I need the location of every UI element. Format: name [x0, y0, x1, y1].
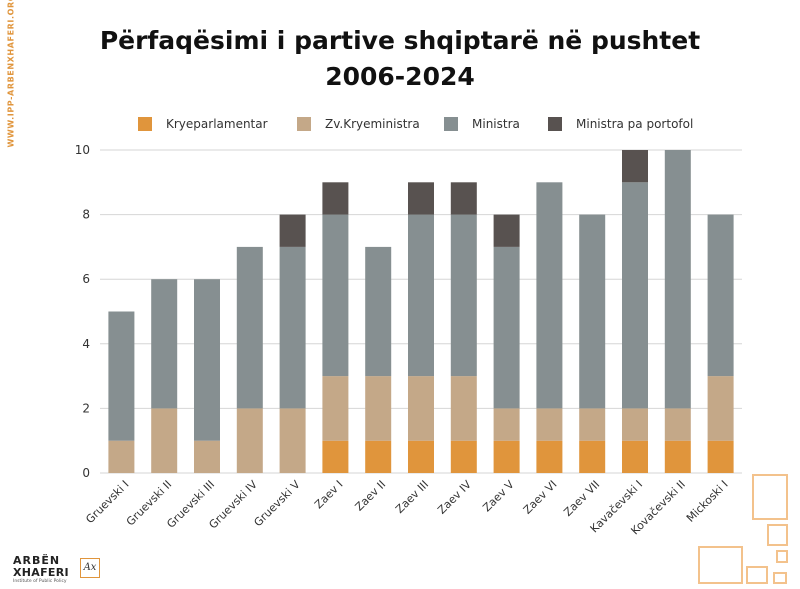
bar-segment-zvkryeministra [493, 408, 520, 441]
bar-segment-kryeparlamentar [493, 440, 520, 473]
y-tick-label: 0 [82, 466, 90, 480]
legend-label-ministra-pa-portofol: Ministra pa portofol [576, 117, 694, 131]
x-tick-label: Zaev II [353, 478, 389, 514]
bar-segment-ministra [536, 182, 563, 409]
bar-segment-zvkryeministra [194, 440, 220, 473]
bar-segment-zvkryeministra [365, 376, 392, 441]
decorative-square-icon [776, 550, 788, 563]
logo-text-middle: XHAFERI [13, 566, 69, 579]
bar-segment-ministra [279, 246, 306, 409]
institute-logo: ARBËN XHAFERI Institute of Public Policy… [13, 554, 105, 586]
bar-segment-zvkryeministra [236, 408, 263, 473]
bar-segment-zvkryeministra [279, 408, 306, 473]
y-tick-label: 6 [82, 272, 90, 286]
bar-segment-zvkryeministra [622, 408, 648, 441]
x-tick-label: Zaev V [480, 478, 517, 515]
x-tick-label: Gruevski V [251, 478, 303, 530]
x-tick-label: Zaev VI [521, 478, 560, 517]
legend-item-ministra: Ministra [444, 116, 520, 132]
legend-swatch-ministra [444, 117, 458, 131]
bar-segment-ministra [450, 214, 477, 377]
bar-segment-ministra [236, 246, 263, 409]
bar-segment-zvkryeministra [579, 408, 606, 441]
legend-label-kryeparlamentar: Kryeparlamentar [166, 117, 268, 131]
bar-segment-ministra [707, 214, 734, 377]
y-tick-label: 8 [82, 208, 90, 222]
legend-swatch-ministra-pa-portofol [548, 117, 562, 131]
x-tick-label: Zaev IV [435, 478, 474, 517]
chart-legend: Kryeparlamentar Zv.Kryeministra Ministra… [0, 116, 800, 132]
bar-segment-zvkryeministra [151, 408, 178, 473]
bar-segment-ministra [579, 214, 606, 409]
chart-title-years: 2006-2024 [325, 62, 475, 91]
bar-segment-kryeparlamentar [365, 440, 392, 473]
decorative-square-icon [698, 546, 743, 584]
bar-segment-zvkryeministra [707, 376, 734, 441]
bar-segment-kryeparlamentar [408, 440, 434, 473]
decorative-square-icon [773, 572, 787, 584]
bar-segment-kryeparlamentar [664, 440, 691, 473]
x-tick-label: Zaev III [393, 478, 431, 516]
bar-segment-ministra-pa-portofol [493, 214, 520, 247]
bar-segment-ministra-pa-portofol [408, 182, 434, 215]
legend-item-zvkryeministra: Zv.Kryeministra [297, 116, 420, 132]
legend-item-ministra-pa-portofol: Ministra pa portofol [548, 116, 693, 132]
chart-title: Përfaqësimi i partive shqiptarë në pusht… [99, 26, 701, 55]
bar-segment-ministra-pa-portofol [622, 150, 648, 183]
bar-segment-ministra [493, 246, 520, 409]
decorative-square-icon [767, 524, 788, 546]
legend-item-kryeparlamentar: Kryeparlamentar [138, 116, 268, 132]
bar-segment-zvkryeministra [450, 376, 477, 441]
y-tick-label: 2 [82, 401, 90, 415]
bar-segment-ministra [622, 182, 648, 409]
bar-segment-zvkryeministra [322, 376, 349, 441]
bar-segment-kryeparlamentar [707, 440, 734, 473]
bar-segment-kryeparlamentar [579, 440, 606, 473]
y-tick-label: 4 [82, 337, 90, 351]
decorative-square-icon [746, 566, 768, 584]
bar-segment-kryeparlamentar [622, 440, 648, 473]
bar-segment-ministra-pa-portofol [450, 182, 477, 215]
bar-segment-ministra [151, 279, 178, 409]
legend-swatch-kryeparlamentar [138, 117, 152, 131]
bar-segment-zvkryeministra [408, 376, 434, 441]
bar-segment-ministra [664, 150, 691, 409]
legend-label-zvkryeministra: Zv.Kryeministra [325, 117, 420, 131]
bar-segment-zvkryeministra [664, 408, 691, 441]
bar-segment-ministra [365, 246, 392, 377]
legend-swatch-zvkryeministra [297, 117, 311, 131]
x-tick-label: Zaev I [312, 478, 345, 511]
bar-segment-ministra [194, 279, 220, 441]
bar-segment-ministra-pa-portofol [322, 182, 349, 215]
bar-segment-kryeparlamentar [536, 440, 563, 473]
x-tick-label: Mickoski I [684, 478, 731, 525]
legend-label-ministra: Ministra [472, 117, 520, 131]
bar-segment-ministra [108, 311, 135, 441]
bar-segment-kryeparlamentar [322, 440, 349, 473]
bar-segment-ministra-pa-portofol [279, 214, 306, 247]
logo-text-bottom: Institute of Public Policy [13, 579, 67, 584]
logo-mark-icon: Ax [80, 558, 100, 578]
logo-text-top: ARBËN [13, 554, 61, 567]
bar-segment-ministra [408, 214, 434, 377]
bar-segment-zvkryeministra [536, 408, 563, 441]
bar-segment-kryeparlamentar [450, 440, 477, 473]
bar-segment-zvkryeministra [108, 440, 135, 473]
decorative-square-icon [752, 474, 788, 520]
x-tick-label: Zaev VII [561, 478, 602, 519]
y-tick-label: 10 [75, 143, 90, 157]
bar-segment-ministra [322, 214, 349, 377]
